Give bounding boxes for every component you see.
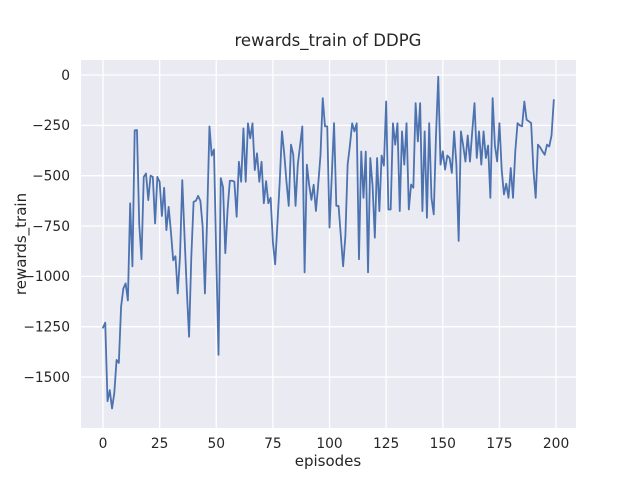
axes-layer: [81, 60, 576, 428]
y-axis-label: rewards_train: [12, 193, 31, 295]
y-tick-label: −250: [32, 118, 70, 134]
y-tick-label: −1250: [23, 320, 70, 336]
x-tick-label: 125: [373, 436, 399, 452]
x-tick-label: 150: [430, 436, 456, 452]
chart-title: rewards_train of DDPG: [235, 31, 422, 51]
x-axis-label: episodes: [295, 452, 362, 470]
tick-layer: 0 25 50 75 100 125 150 175 200 0 −250 −500 −750 −1000…: [23, 68, 569, 452]
x-tick-label: 75: [264, 436, 282, 452]
x-tick-label: 175: [486, 436, 512, 452]
reward-line: [102, 75, 555, 410]
y-tick-label: −500: [32, 168, 70, 184]
plot-area: [81, 60, 576, 428]
x-tick-label: 50: [207, 436, 225, 452]
y-tick-label: −1500: [23, 370, 70, 386]
y-tick-label: −1000: [23, 269, 70, 285]
x-tick-label: 100: [316, 436, 342, 452]
x-tick-label: 200: [543, 436, 569, 452]
x-tick-label: 25: [151, 436, 169, 452]
y-tick-label: −750: [32, 219, 70, 235]
x-tick-label: 0: [99, 436, 108, 452]
y-tick-label: 0: [61, 68, 70, 84]
